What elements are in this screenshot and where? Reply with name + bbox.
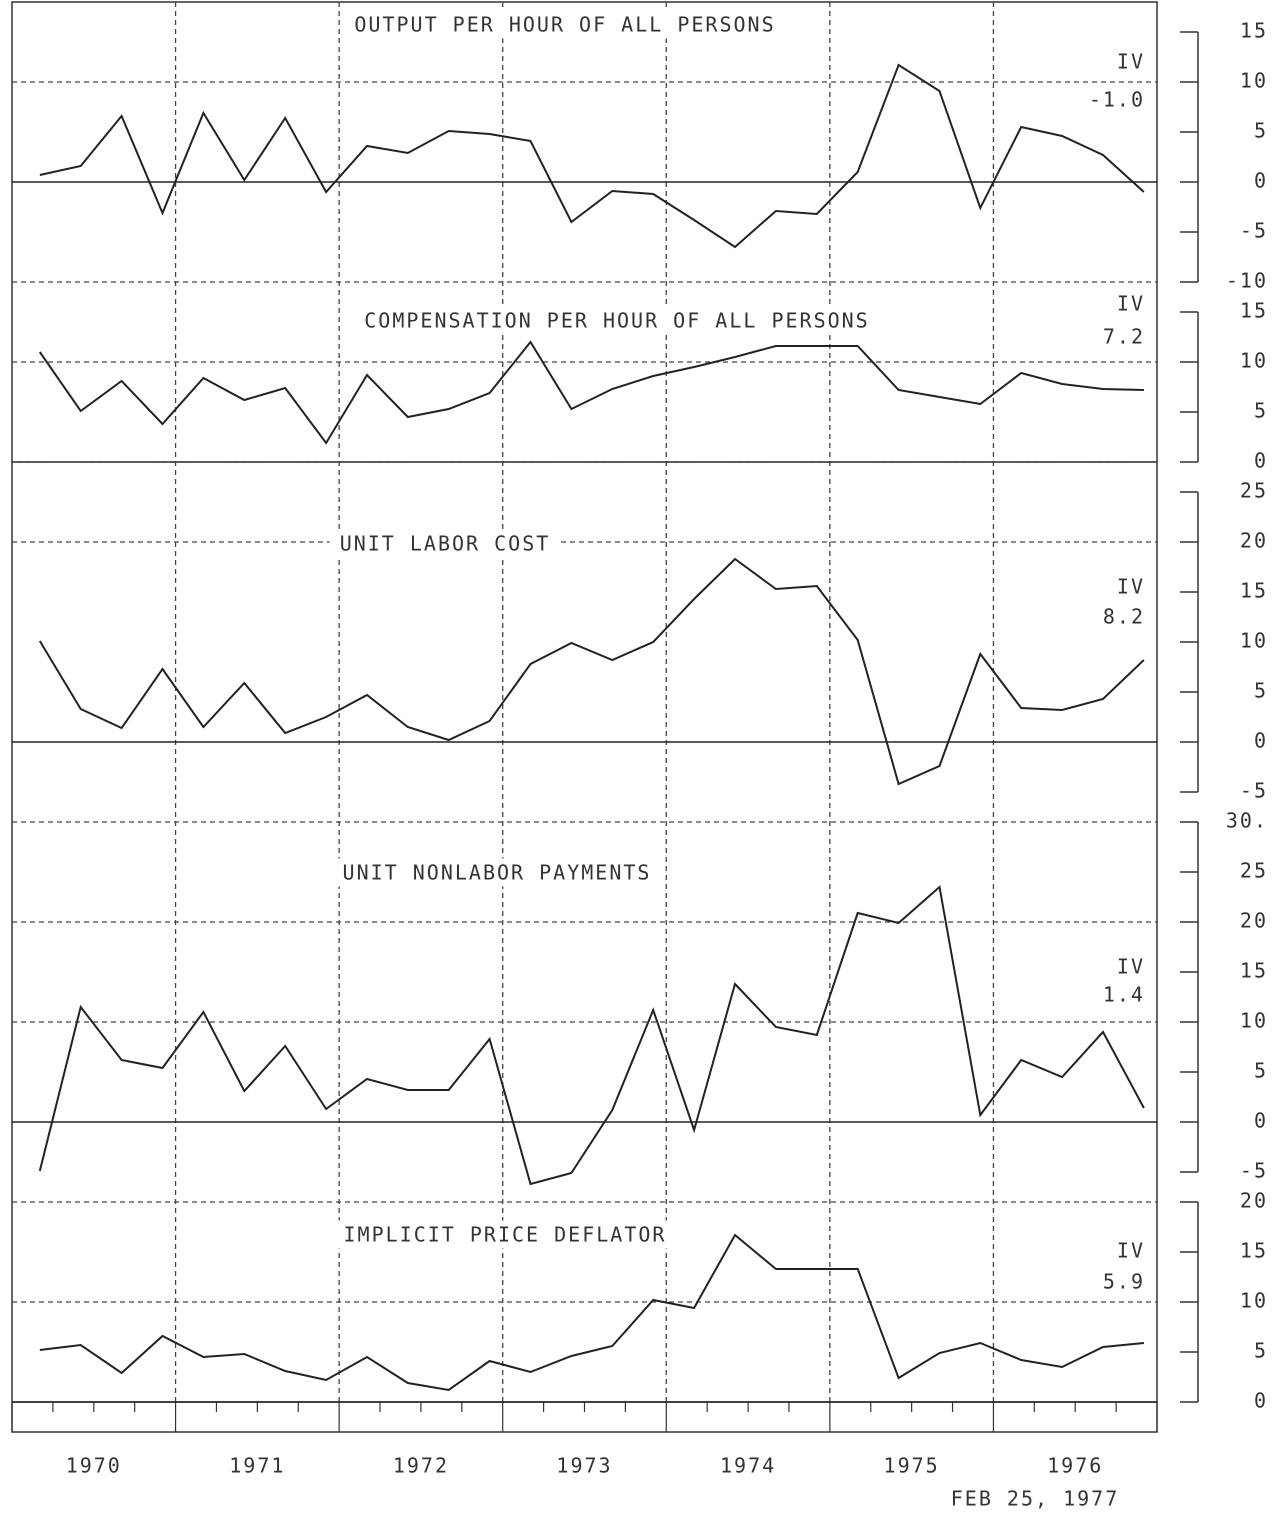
y-tick-label: 10 — [1240, 69, 1268, 93]
quarter-annotation: 8.2 — [1103, 605, 1145, 629]
y-tick-label: 0 — [1254, 729, 1268, 753]
data-line — [39, 1233, 1144, 1392]
x-tick-label: 1971 — [229, 1454, 285, 1478]
date-note: FEB 25, 1977 — [951, 1487, 1120, 1511]
y-tick-label: 15 — [1240, 579, 1268, 603]
y-tick-label: 0 — [1254, 1389, 1268, 1413]
title-background — [354, 306, 880, 335]
y-tick-label: -10 — [1226, 269, 1268, 293]
panel-title: OUTPUT PER HOUR OF ALL PERSONS — [354, 13, 775, 37]
plot-frame — [11, 1, 1158, 1433]
y-tick-label: 25 — [1240, 859, 1268, 883]
data-line — [38, 557, 1145, 786]
panel-title: IMPLICIT PRICE DEFLATOR — [344, 1223, 667, 1247]
y-tick-label: -5 — [1240, 219, 1268, 243]
quarter-annotation: 5.9 — [1103, 1270, 1145, 1294]
y-tick-label: 15 — [1240, 1239, 1268, 1263]
title-background — [333, 1220, 677, 1249]
y-tick-label: 0 — [1254, 1109, 1268, 1133]
y-tick-label: 0 — [1254, 169, 1268, 193]
y-tick-label: 0 — [1254, 449, 1268, 473]
x-tick-label: 1973 — [556, 1454, 612, 1478]
quarter-annotation: IV — [1117, 50, 1145, 74]
y-tick-label: 30. — [1226, 809, 1268, 833]
y-tick-label: 15 — [1240, 959, 1268, 983]
x-tick-label: 1970 — [66, 1454, 122, 1478]
y-tick-label: 20 — [1240, 1189, 1268, 1213]
data-line — [39, 63, 1145, 249]
y-tick-label: 5 — [1254, 119, 1268, 143]
y-tick-label: 20 — [1240, 529, 1268, 553]
quarter-annotation: IV — [1117, 1239, 1145, 1263]
panel-title: UNIT NONLABOR PAYMENTS — [343, 861, 652, 885]
data-line — [38, 885, 1145, 1186]
x-tick-label: 1974 — [720, 1454, 776, 1478]
title-background — [332, 858, 662, 887]
y-tick-label: 15 — [1240, 299, 1268, 323]
y-tick-label: 20 — [1240, 909, 1268, 933]
y-tick-label: 5 — [1254, 1059, 1268, 1083]
y-tick-label: -5 — [1240, 779, 1268, 803]
panel-title: COMPENSATION PER HOUR OF ALL PERSONS — [364, 309, 869, 333]
y-tick-label: 10 — [1240, 1009, 1268, 1033]
quarter-annotation: 1.4 — [1103, 983, 1145, 1007]
quarter-annotation: IV — [1117, 292, 1145, 316]
x-tick-label: 1976 — [1047, 1454, 1103, 1478]
x-tick-label: 1975 — [884, 1454, 940, 1478]
quarter-annotation: -1.0 — [1089, 88, 1145, 112]
y-tick-label: 10 — [1240, 1289, 1268, 1313]
y-tick-label: 5 — [1254, 399, 1268, 423]
panel-title: UNIT LABOR COST — [340, 532, 551, 556]
y-tick-label: 5 — [1254, 1339, 1268, 1363]
y-tick-label: 25 — [1240, 479, 1268, 503]
quarter-annotation: 7.2 — [1103, 325, 1145, 349]
quarter-annotation: IV — [1117, 955, 1145, 979]
y-tick-label: 10 — [1240, 349, 1268, 373]
y-tick-label: 15 — [1240, 19, 1268, 43]
quarter-annotation: IV — [1117, 575, 1145, 599]
y-tick-label: -5 — [1240, 1159, 1268, 1183]
x-tick-label: 1972 — [393, 1454, 449, 1478]
y-tick-label: 5 — [1254, 679, 1268, 703]
data-line — [38, 340, 1144, 445]
title-background — [344, 10, 786, 39]
y-tick-label: 10 — [1240, 629, 1268, 653]
title-background — [329, 529, 561, 558]
